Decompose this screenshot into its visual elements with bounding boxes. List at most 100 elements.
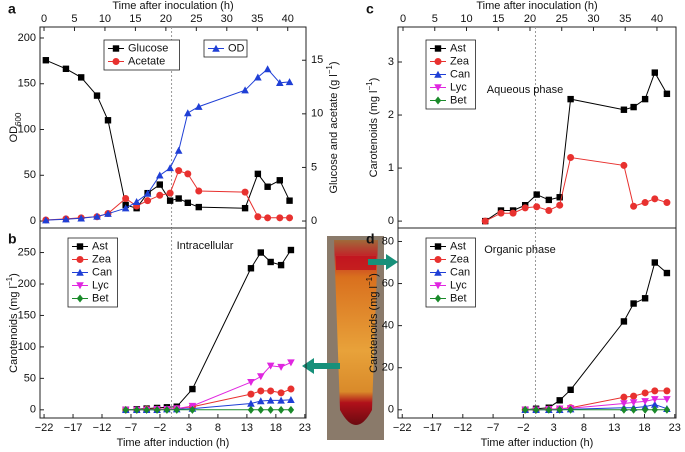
- marker: [481, 217, 489, 225]
- legend-marker: [76, 243, 84, 250]
- plot-frame: [39, 227, 307, 419]
- marker: [630, 300, 637, 307]
- marker: [277, 389, 285, 397]
- marker: [155, 171, 164, 179]
- legend-label: Can: [450, 266, 470, 278]
- x-tick-label: −12: [453, 422, 472, 434]
- series-line: [125, 362, 292, 411]
- y-tick-label: 60: [382, 277, 394, 289]
- marker: [77, 214, 85, 222]
- legend-marker: [434, 58, 442, 65]
- marker: [247, 265, 255, 272]
- marker: [277, 363, 285, 371]
- marker: [287, 246, 295, 254]
- marker: [286, 197, 293, 204]
- marker: [277, 405, 285, 414]
- panel-letter: d: [366, 231, 375, 247]
- marker: [287, 359, 295, 367]
- y-axis-title-part: Carotenoids (mg l: [368, 90, 380, 177]
- marker: [497, 209, 505, 217]
- x-tick-label: 23: [669, 422, 681, 434]
- organic-layer: [336, 256, 376, 270]
- marker: [267, 258, 274, 266]
- marker: [629, 399, 638, 407]
- x2-tick-label: 20: [160, 13, 172, 25]
- arrows: [302, 254, 398, 374]
- legend-marker: [434, 243, 442, 250]
- x-tick-label: 8: [581, 422, 587, 434]
- legend-label: Acetate: [128, 55, 165, 67]
- marker: [521, 204, 529, 212]
- marker: [663, 269, 671, 277]
- panel-letter: a: [8, 1, 16, 17]
- y-tick-label: 0: [388, 404, 394, 416]
- marker: [651, 400, 659, 408]
- legend-label: Bet: [92, 292, 109, 304]
- legend-marker: [112, 45, 120, 52]
- x2-tick-label: 5: [71, 13, 77, 25]
- y-tick-label: 200: [18, 278, 36, 290]
- marker: [194, 102, 203, 110]
- marker: [254, 170, 262, 178]
- marker: [276, 177, 284, 184]
- marker: [276, 214, 284, 222]
- marker: [189, 385, 196, 393]
- legend-label: Bet: [450, 94, 467, 106]
- marker: [620, 161, 628, 169]
- marker: [104, 117, 112, 124]
- marker: [663, 199, 671, 207]
- legend-marker: [434, 256, 442, 263]
- marker: [257, 405, 264, 414]
- marker: [247, 378, 255, 386]
- marker: [267, 405, 274, 414]
- legend-marker: [434, 70, 442, 78]
- marker: [104, 209, 112, 217]
- x2-tick-label: 20: [524, 13, 536, 25]
- marker: [241, 204, 249, 212]
- marker: [143, 189, 152, 197]
- marker: [153, 405, 161, 414]
- y2-axis-title: Glucose and acetate (g l−1): [325, 61, 340, 193]
- series-line: [525, 261, 668, 411]
- marker: [630, 405, 637, 414]
- x-axis-title: Time after induction (h): [117, 437, 230, 449]
- legend-label: Zea: [92, 253, 112, 265]
- marker: [247, 399, 255, 407]
- x-tick-label: 8: [215, 422, 221, 434]
- x2-tick-label: 40: [282, 13, 294, 25]
- y-tick-label: 80: [382, 235, 394, 247]
- marker: [285, 78, 294, 86]
- marker: [277, 396, 285, 404]
- y-tick-label: 200: [18, 32, 36, 44]
- marker: [556, 201, 564, 209]
- legend-marker: [434, 45, 442, 52]
- legend-marker: [212, 44, 220, 52]
- marker: [630, 202, 638, 210]
- x2-tick-label: 40: [651, 13, 663, 25]
- marker: [545, 206, 553, 214]
- x2-tick-label: 5: [432, 13, 438, 25]
- x2-tick-label: 10: [99, 13, 111, 25]
- y-axis-title-part: −1: [365, 81, 374, 91]
- marker: [651, 396, 659, 404]
- legend-box: [203, 39, 248, 58]
- marker: [266, 362, 275, 370]
- series-line: [45, 68, 290, 221]
- y2-tick-label: 10: [311, 108, 323, 120]
- marker: [663, 90, 671, 98]
- marker: [42, 216, 50, 224]
- marker: [133, 405, 140, 414]
- marker: [630, 103, 637, 111]
- x-tick-label: −17: [423, 422, 442, 434]
- x-tick-label: −2: [154, 422, 167, 434]
- y2-axis-title-part: −1: [325, 65, 334, 75]
- y-axis-title: Carotenoids (mg l−1): [5, 273, 20, 373]
- legend-label: Zea: [450, 55, 470, 67]
- x-tick-label: 23: [299, 422, 311, 434]
- x-tick-label: −7: [487, 422, 500, 434]
- legend-label: Glucose: [128, 42, 168, 54]
- marker: [166, 189, 174, 197]
- arrow-head: [386, 254, 398, 270]
- marker: [276, 79, 284, 87]
